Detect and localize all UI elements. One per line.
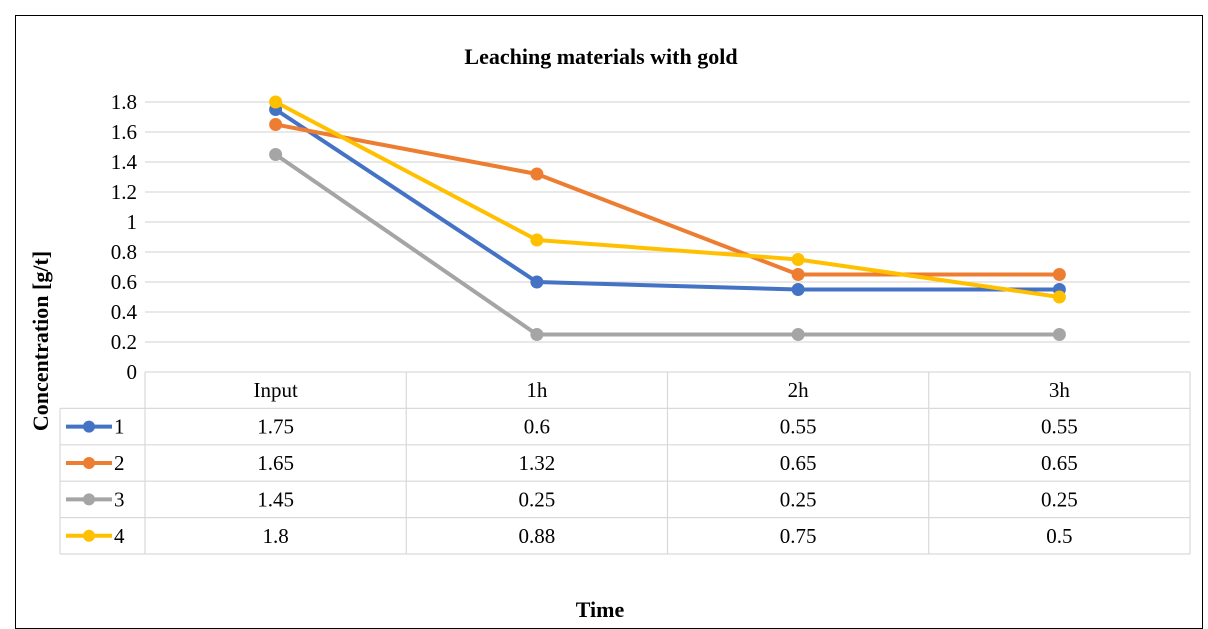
series-line-1 (273, 107, 1062, 292)
data-point-2 (269, 118, 283, 131)
legend-marker-4 (83, 529, 95, 542)
data-table: Input 1h 2h 3h 1 1.75 0.6 0.55 0.55 2 1.65 1.32 0.65… (59, 371, 1191, 555)
series-line-3 (273, 152, 1062, 337)
table-cell: 0.25 (780, 487, 817, 511)
table-cell: 0.5 (1046, 524, 1072, 548)
y-tick-label: 1.4 (111, 150, 138, 174)
y-tick-label: 0.8 (111, 240, 137, 264)
data-point-3 (791, 328, 805, 341)
table-cell: 1.8 (263, 524, 289, 548)
legend-marker-3 (83, 493, 95, 506)
gridlines (145, 101, 1190, 343)
data-point-3 (1052, 328, 1066, 341)
table-cell: 0.65 (780, 451, 817, 475)
y-axis-ticks: 0 0.2 0.4 0.6 0.8 1 1.2 1.4 1.6 1.8 (111, 90, 138, 384)
legend-marker-1 (83, 420, 95, 433)
data-point-2 (1052, 268, 1066, 281)
table-cell: 1.45 (257, 487, 294, 511)
data-point-1 (530, 275, 544, 289)
x-category-label: 2h (788, 378, 810, 402)
legend-label-4: 4 (114, 524, 125, 548)
table-cell: 0.55 (1041, 415, 1078, 439)
y-tick-label: 0 (127, 360, 138, 384)
table-cell: 0.6 (524, 415, 550, 439)
table-cell: 1.75 (257, 415, 294, 439)
data-point-3 (269, 148, 283, 161)
data-point-3 (530, 328, 544, 341)
y-tick-label: 1.8 (111, 90, 137, 114)
data-point-2 (530, 167, 544, 181)
table-cell: 0.75 (780, 524, 817, 548)
data-point-4 (791, 253, 805, 266)
series-line-2 (273, 122, 1062, 277)
data-point-4 (1052, 290, 1066, 304)
x-category-label: Input (253, 378, 297, 402)
y-tick-label: 1.2 (111, 180, 137, 204)
chart-title: Leaching materials with gold (464, 44, 737, 69)
data-point-1 (791, 283, 805, 296)
data-point-4 (269, 95, 283, 109)
legend-label-1: 1 (114, 415, 125, 439)
data-point-4 (530, 233, 544, 247)
series-line-4 (273, 100, 1062, 299)
x-category-label: 3h (1049, 378, 1071, 402)
legend-label-2: 2 (114, 451, 125, 475)
table-cell: 1.65 (257, 451, 294, 475)
table-cell: 0.55 (780, 415, 817, 439)
x-category-label: 1h (526, 378, 548, 402)
table-cell: 0.25 (519, 487, 556, 511)
y-axis-title: Concentration [g/t] (28, 251, 53, 431)
legend-marker-2 (83, 457, 95, 469)
y-tick-label: 1 (127, 210, 138, 234)
data-point-2 (791, 268, 805, 281)
table-cell: 0.65 (1041, 451, 1078, 475)
table-cell: 0.25 (1041, 487, 1078, 511)
y-tick-label: 0.4 (111, 300, 138, 324)
y-tick-label: 1.6 (111, 120, 137, 144)
table-cell: 0.88 (519, 524, 556, 548)
y-tick-label: 0.6 (111, 270, 137, 294)
table-cell: 1.32 (519, 451, 556, 475)
y-tick-label: 0.2 (111, 330, 137, 354)
x-axis-title: Time (576, 597, 625, 622)
legend-label-3: 3 (114, 487, 125, 511)
series-lines (269, 95, 1066, 341)
